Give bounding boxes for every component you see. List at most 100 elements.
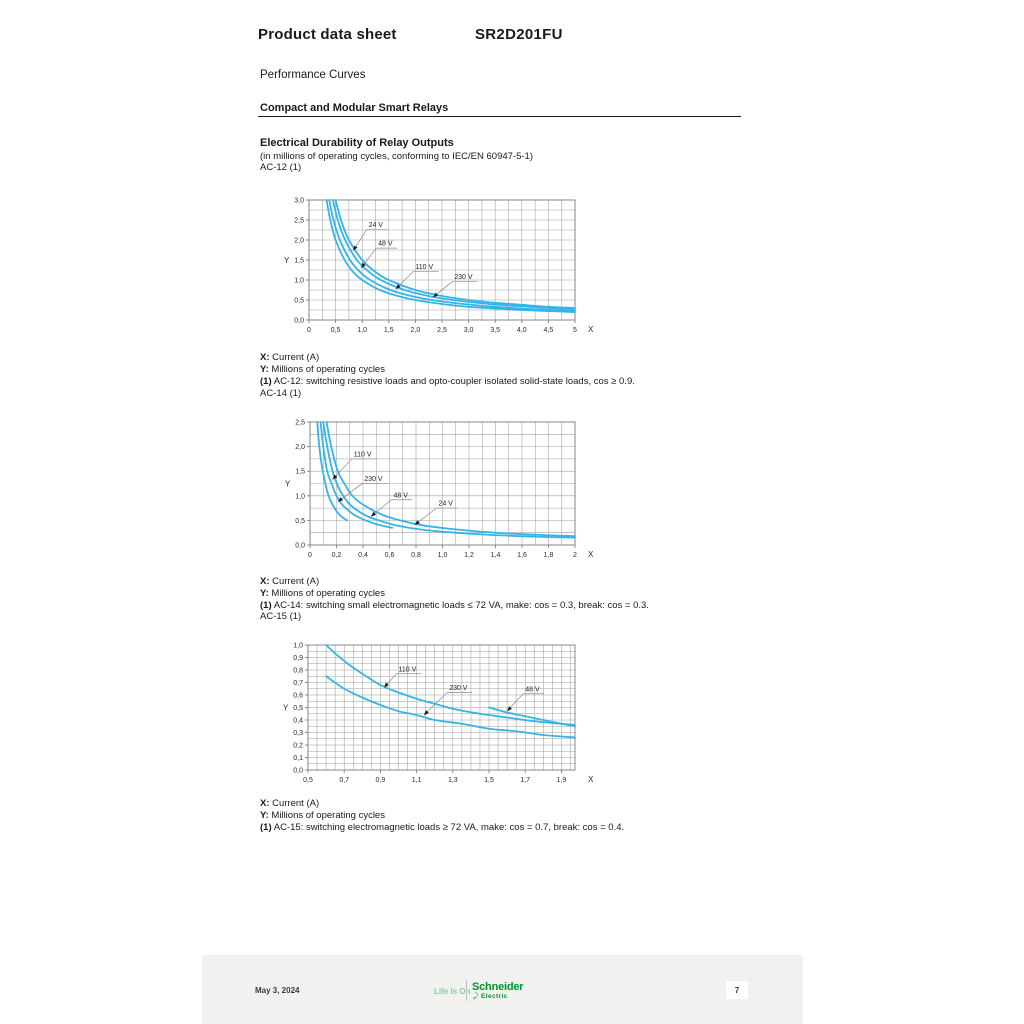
page-footer: May 3, 2024 Life Is On Schneider ⤸ Elect… — [202, 955, 803, 1024]
svg-text:0,5: 0,5 — [331, 327, 341, 334]
svg-text:0,2: 0,2 — [293, 743, 303, 750]
curve-voltage-label: 24 V — [369, 222, 384, 229]
svg-text:0,9: 0,9 — [376, 777, 386, 784]
svg-text:Y: Y — [285, 480, 291, 489]
chart-ac15-label: AC-15 (1) — [260, 611, 302, 622]
schneider-logo-sub: Electric — [481, 993, 508, 1000]
note-line: (1) AC-12: switching resistive loads and… — [260, 376, 635, 387]
note-line: Y: Millions of operating cycles — [260, 810, 385, 821]
svg-text:X: X — [588, 775, 594, 784]
svg-text:1,5: 1,5 — [295, 469, 305, 476]
svg-text:0,2: 0,2 — [332, 552, 342, 559]
svg-text:Y: Y — [284, 256, 290, 265]
svg-text:1,4: 1,4 — [491, 552, 501, 559]
svg-text:1,5: 1,5 — [484, 777, 494, 784]
note-line: (1) AC-14: switching small electromagnet… — [260, 600, 649, 611]
svg-text:4,5: 4,5 — [544, 327, 554, 334]
svg-text:0,5: 0,5 — [293, 705, 303, 712]
ac14-durability-chart: 0 0,2 0,4 0,6 0,8 1,0 1,2 1,4 1,6 1,8 2 0,0 0,5 1,0 1,… — [285, 420, 594, 560]
document-type-title: Product data sheet — [258, 26, 397, 43]
svg-text:1,7: 1,7 — [520, 777, 530, 784]
svg-text:0,8: 0,8 — [293, 668, 303, 675]
svg-text:0,0: 0,0 — [295, 543, 305, 550]
svg-text:0,7: 0,7 — [293, 680, 303, 687]
durability-heading-note: (in millions of operating cycles, confor… — [260, 151, 533, 162]
svg-text:0,0: 0,0 — [294, 318, 304, 325]
curve-voltage-label: 24 V — [439, 501, 454, 508]
curve-voltage-label: 48 V — [378, 241, 393, 248]
curve-voltage-label: 110 V — [354, 451, 372, 458]
svg-text:4,0: 4,0 — [517, 327, 527, 334]
note-line: X: Current (A) — [260, 576, 320, 587]
svg-text:1,0: 1,0 — [293, 643, 303, 650]
svg-text:3,0: 3,0 — [294, 198, 304, 205]
svg-text:0,5: 0,5 — [295, 518, 305, 525]
svg-text:2,5: 2,5 — [437, 327, 447, 334]
product-reference: SR2D201FU — [475, 26, 563, 43]
svg-text:2,0: 2,0 — [295, 444, 305, 451]
chart-ac15-notes: X: Current (A) Y: Millions of operating c… — [260, 798, 750, 834]
svg-text:X: X — [588, 550, 594, 559]
svg-text:0,8: 0,8 — [411, 552, 421, 559]
svg-text:3,5: 3,5 — [490, 327, 500, 334]
section-divider — [258, 116, 741, 117]
svg-text:0,4: 0,4 — [293, 718, 303, 725]
svg-text:1,0: 1,0 — [357, 327, 367, 334]
svg-text:1,5: 1,5 — [384, 327, 394, 334]
svg-text:1,1: 1,1 — [412, 777, 422, 784]
svg-text:0,0: 0,0 — [293, 768, 303, 775]
subsection-title: Compact and Modular Smart Relays — [260, 102, 449, 114]
ac12-durability-chart: 0 0,5 1,0 1,5 2,0 2,5 3,0 3,5 4,0 4,5 5 0,0 0,5 1,0 1,… — [284, 198, 594, 335]
svg-text:0,5: 0,5 — [303, 777, 313, 784]
svg-text:1,3: 1,3 — [448, 777, 458, 784]
schneider-logo: Schneider — [472, 981, 524, 993]
svg-text:0,7: 0,7 — [339, 777, 349, 784]
svg-text:5: 5 — [573, 327, 577, 334]
svg-text:0,5: 0,5 — [294, 298, 304, 305]
svg-text:X: X — [588, 325, 594, 334]
svg-text:0: 0 — [308, 552, 312, 559]
curve-voltage-label: 110 V — [415, 264, 433, 271]
curve-voltage-label: 230 V — [454, 274, 473, 281]
svg-text:2,0: 2,0 — [294, 238, 304, 245]
note-line: X: Current (A) — [260, 352, 320, 363]
chart-ac12-notes: X: Current (A) Y: Millions of operating c… — [260, 352, 750, 388]
curve-voltage-label: 110 V — [399, 666, 417, 673]
svg-text:1,0: 1,0 — [295, 493, 305, 500]
curve-voltage-label: 48 V — [525, 686, 540, 693]
svg-text:1,0: 1,0 — [294, 278, 304, 285]
chart-ac14-notes: X: Current (A) Y: Millions of operating c… — [260, 576, 750, 612]
life-is-on-tagline: Life Is On — [434, 987, 471, 996]
note-line: Y: Millions of operating cycles — [260, 588, 385, 599]
svg-text:0,4: 0,4 — [358, 552, 368, 559]
svg-text:2,5: 2,5 — [294, 218, 304, 225]
svg-text:0,6: 0,6 — [385, 552, 395, 559]
chart-ac14-label: AC-14 (1) — [260, 388, 302, 399]
svg-text:1,9: 1,9 — [557, 777, 567, 784]
svg-text:2: 2 — [573, 552, 577, 559]
svg-text:1,5: 1,5 — [294, 258, 304, 265]
svg-text:Y: Y — [283, 704, 289, 713]
curve-voltage-label: 48 V — [393, 492, 408, 499]
durability-heading: Electrical Durability of Relay Outputs — [260, 137, 454, 149]
footer-separator — [466, 980, 467, 1001]
svg-text:1,8: 1,8 — [544, 552, 554, 559]
note-line: Y: Millions of operating cycles — [260, 364, 385, 375]
svg-text:3,0: 3,0 — [464, 327, 474, 334]
chart-ac12-label: AC-12 (1) — [260, 162, 302, 173]
svg-text:1,2: 1,2 — [464, 552, 474, 559]
ac15-durability-chart: 0,5 0,7 0,9 1,1 1,3 1,5 1,7 1,9 0,0 0,1 0,2 0,3 0,4 0… — [283, 643, 594, 785]
svg-text:0,3: 0,3 — [293, 730, 303, 737]
note-line: (1) AC-15: switching electromagnetic loa… — [260, 822, 625, 833]
note-line: X: Current (A) — [260, 798, 320, 809]
section-title: Performance Curves — [260, 69, 366, 81]
schneider-logo-glyph: ⤸ — [473, 993, 478, 1000]
page-number: 7 — [726, 981, 748, 999]
footer-date: May 3, 2024 — [255, 986, 300, 995]
svg-text:1,0: 1,0 — [438, 552, 448, 559]
svg-text:0,6: 0,6 — [293, 693, 303, 700]
svg-text:1,6: 1,6 — [517, 552, 527, 559]
svg-text:2,0: 2,0 — [411, 327, 421, 334]
curve-voltage-label: 230 V — [449, 685, 468, 692]
svg-text:0: 0 — [307, 327, 311, 334]
